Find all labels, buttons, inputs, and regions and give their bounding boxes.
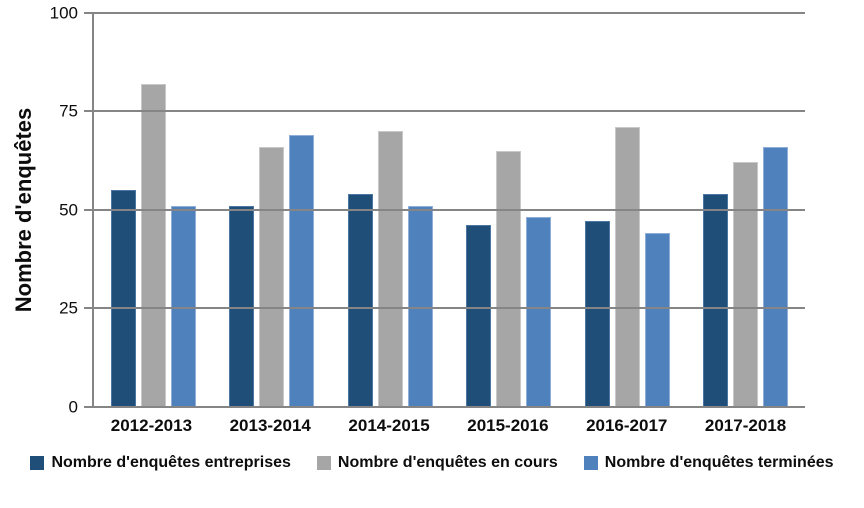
y-tick-label-100: 100 xyxy=(49,3,78,23)
bar-2016-2017-value-71 xyxy=(614,126,640,406)
y-tick-label-50: 50 xyxy=(59,200,78,219)
bar-2012-2013-value-82 xyxy=(140,83,166,406)
legend-label: Nombre d'enquêtes en cours xyxy=(337,454,558,471)
x-axis-tick-labels: 2012-2013 2013-2014 2014-2015 2015-2016 2016… xyxy=(92,416,805,436)
legend-item-0: Nombre d'enquêtes entreprises xyxy=(30,454,291,472)
bar-2014-2015-value-70 xyxy=(377,130,403,406)
bar-2016-2017-value-47 xyxy=(584,221,610,406)
x-tick-label-2013-2014: 2013-2014 xyxy=(229,416,311,435)
bar-group-2015-2016 xyxy=(450,13,569,406)
legend-item-2: Nombre d'enquêtes terminées xyxy=(583,454,834,472)
gridline-y-100 xyxy=(94,12,805,14)
gridline-y-75 xyxy=(94,110,805,113)
bar-2015-2016-value-48 xyxy=(526,217,552,406)
y-tick-label-75: 75 xyxy=(59,101,78,121)
legend-swatch-icon xyxy=(316,456,331,470)
bar-group-2014-2015 xyxy=(331,13,450,406)
bar-2015-2016-value-46 xyxy=(466,225,492,406)
bar-2012-2013-value-51 xyxy=(170,205,196,406)
bar-2014-2015-value-51 xyxy=(407,205,433,406)
legend: Nombre d'enquêtes entreprises Nombre d'en… xyxy=(0,454,864,472)
legend-label: Nombre d'enquêtes entreprises xyxy=(51,454,291,471)
x-tick-label-2017-2018: 2017-2018 xyxy=(704,416,787,435)
y-tickmark-25 xyxy=(84,306,94,309)
x-tick-label-2012-2013: 2012-2013 xyxy=(110,416,193,435)
bar-2014-2015-value-54 xyxy=(347,193,373,406)
x-tick-label-2014-2015: 2014-2015 xyxy=(348,416,430,435)
bar-2013-2014-value-69 xyxy=(289,134,315,406)
bar-group-2013-2014 xyxy=(213,13,332,406)
bar-2013-2014-value-66 xyxy=(259,146,285,406)
bar-group-2016-2017 xyxy=(568,13,687,406)
x-tick-label-2015-2016: 2015-2016 xyxy=(467,416,549,435)
gridline-y-25 xyxy=(94,306,805,309)
gridline-y-50 xyxy=(94,208,805,211)
bar-2013-2014-value-51 xyxy=(229,205,255,406)
bar-group-2017-2018 xyxy=(687,13,806,406)
legend-swatch-icon xyxy=(583,456,598,470)
bar-2017-2018-value-66 xyxy=(763,146,789,406)
y-tick-label-25: 25 xyxy=(59,298,78,318)
plot-area xyxy=(84,12,805,408)
legend-item-1: Nombre d'enquêtes en cours xyxy=(316,454,558,472)
y-tickmark-75 xyxy=(84,110,94,113)
y-tickmark-0 xyxy=(84,406,94,408)
y-tickmark-50 xyxy=(84,208,94,211)
bar-groups xyxy=(94,13,805,406)
x-tick-label-2016-2017: 2016-2017 xyxy=(586,416,668,435)
bar-2015-2016-value-65 xyxy=(496,150,522,406)
y-axis-tick-labels: 0 25 50 75 100 xyxy=(0,5,78,416)
legend-swatch-icon xyxy=(30,456,45,470)
bar-2012-2013-value-55 xyxy=(110,189,136,406)
legend-label: Nombre d'enquêtes terminées xyxy=(604,454,834,471)
y-tickmark-100 xyxy=(84,12,94,14)
y-tick-label-0: 0 xyxy=(68,397,78,417)
bar-2017-2018-value-54 xyxy=(703,193,729,406)
bar-2017-2018-value-62 xyxy=(733,162,759,406)
bar-2016-2017-value-44 xyxy=(644,233,670,406)
bar-group-2012-2013 xyxy=(94,13,213,406)
